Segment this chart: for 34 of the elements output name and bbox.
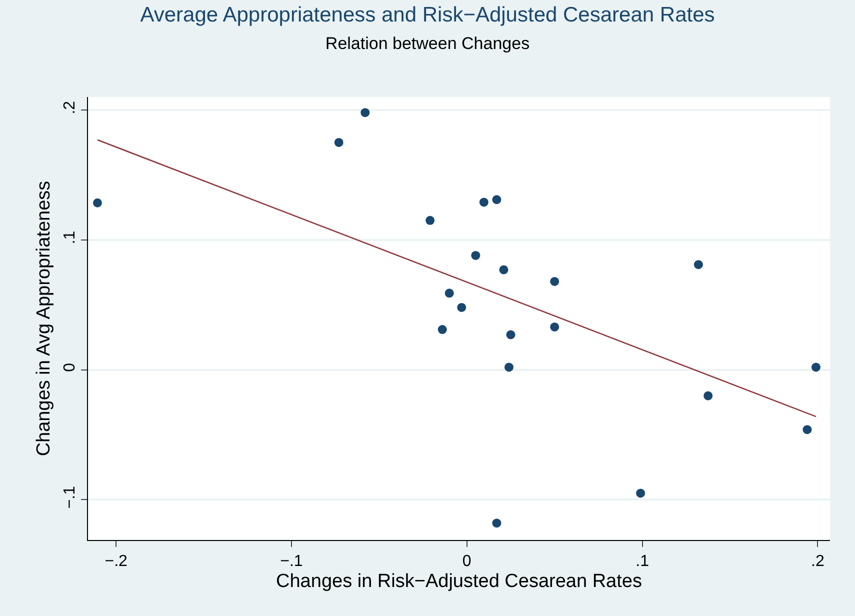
point — [499, 265, 508, 274]
x-tick-label: .1 — [636, 553, 650, 570]
point — [550, 322, 560, 332]
x-tick-label: .2 — [811, 553, 824, 570]
point — [506, 330, 516, 340]
chart-title: Average Appropriateness and Risk−Adjusted Cesarean Rates — [140, 4, 715, 27]
y-tick-label: .1 — [62, 230, 79, 244]
x-tick-label: −.2 — [104, 553, 128, 570]
point — [444, 288, 454, 298]
point — [426, 216, 435, 225]
point — [550, 276, 560, 286]
x-tick-label: 0 — [462, 553, 472, 570]
y-tick-label: .2 — [62, 100, 79, 114]
point — [704, 391, 713, 400]
point — [492, 518, 502, 528]
point — [636, 488, 646, 498]
y-tick-label: −.1 — [62, 486, 79, 509]
point — [438, 325, 447, 334]
y-axis-title: Changes in Avg Appropriateness — [33, 180, 54, 456]
point — [457, 302, 466, 312]
point — [492, 195, 502, 204]
y-tick-label: 0 — [62, 362, 79, 372]
point — [360, 108, 370, 118]
chart-subtitle: Relation between Changes — [325, 34, 530, 53]
point — [334, 138, 344, 147]
x-axis-title: Changes in Risk−Adjusted Cesarean Rates — [276, 571, 642, 592]
point — [479, 198, 488, 207]
point — [471, 250, 480, 260]
point — [504, 362, 514, 372]
point — [802, 425, 812, 434]
point — [811, 362, 820, 372]
point — [694, 260, 703, 270]
point — [92, 198, 102, 208]
x-tick-label: −.1 — [280, 553, 303, 570]
